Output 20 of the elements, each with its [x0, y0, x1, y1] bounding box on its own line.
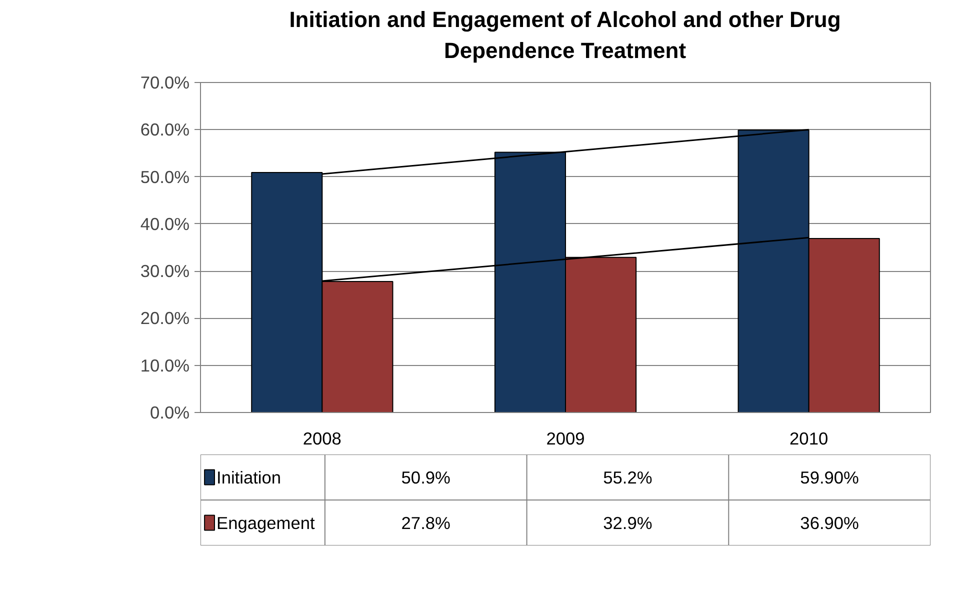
legend-label: Initiation: [216, 466, 282, 487]
x-tick-label: 2008: [302, 428, 342, 448]
y-tick-label: 40.0%: [140, 214, 190, 234]
x-tick-label: 2010: [790, 428, 828, 448]
y-tick-label: 30.0%: [140, 260, 190, 281]
y-tick-label: 50.0%: [140, 166, 190, 186]
y-tick-label: 0.0%: [150, 402, 190, 422]
y-tick-label: 70.0%: [140, 72, 190, 92]
legend-label: Engagement: [216, 512, 315, 532]
data-label: 59.90%: [800, 466, 859, 487]
data-label: 55.2%: [603, 466, 652, 487]
data-label: 50.9%: [401, 466, 450, 487]
data-label: 27.8%: [401, 512, 450, 532]
data-label: 32.9%: [603, 512, 652, 532]
x-tick-label: 2009: [546, 428, 585, 448]
chart-title: Initiation and Engagement of Alcohol and other Drug Dependence Treatment: [288, 6, 842, 65]
y-tick-label: 60.0%: [140, 119, 190, 140]
y-tick-label: 10.0%: [140, 354, 190, 375]
data-label: 36.90%: [800, 512, 859, 532]
y-tick-label: 20.0%: [140, 308, 190, 328]
